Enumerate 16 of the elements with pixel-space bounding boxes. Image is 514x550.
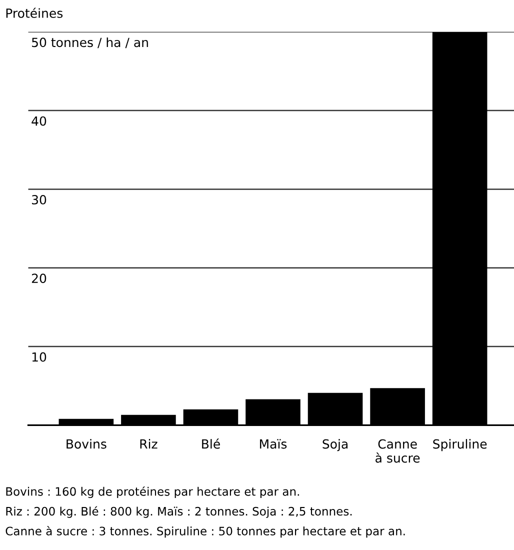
y-tick-label: 40 <box>32 116 46 126</box>
x-tick-label: Spiruline <box>433 439 487 452</box>
text: Riz : 200 kg. Blé : 800 kg. Maïs : 2 tonnes. Soja : 2,5 tonnes. <box>6 506 352 518</box>
y-tick-label: 10 <box>32 352 46 362</box>
x-tick-label: Maïs <box>260 439 287 449</box>
y-tick-label: 20 <box>32 274 46 284</box>
x-tick-label: Bovins <box>66 439 106 449</box>
x-tick-label: Blé <box>202 438 220 449</box>
y-tick-label: 30 <box>32 194 46 204</box>
text: Bovins : 160 kg de protéines par hectare et par an. <box>6 486 299 498</box>
y-tick-label: 50 tonnes / ha / an <box>32 37 148 48</box>
x-tick-label: Canne à sucre <box>376 439 420 463</box>
text: Canne à sucre : 3 tonnes. Spiruline : 50 tonnes par hectare et par an. <box>6 526 405 538</box>
x-tick-label: Soja <box>322 439 348 452</box>
x-tick-label: Riz <box>140 439 158 449</box>
chart-title: Protéines <box>6 8 63 18</box>
